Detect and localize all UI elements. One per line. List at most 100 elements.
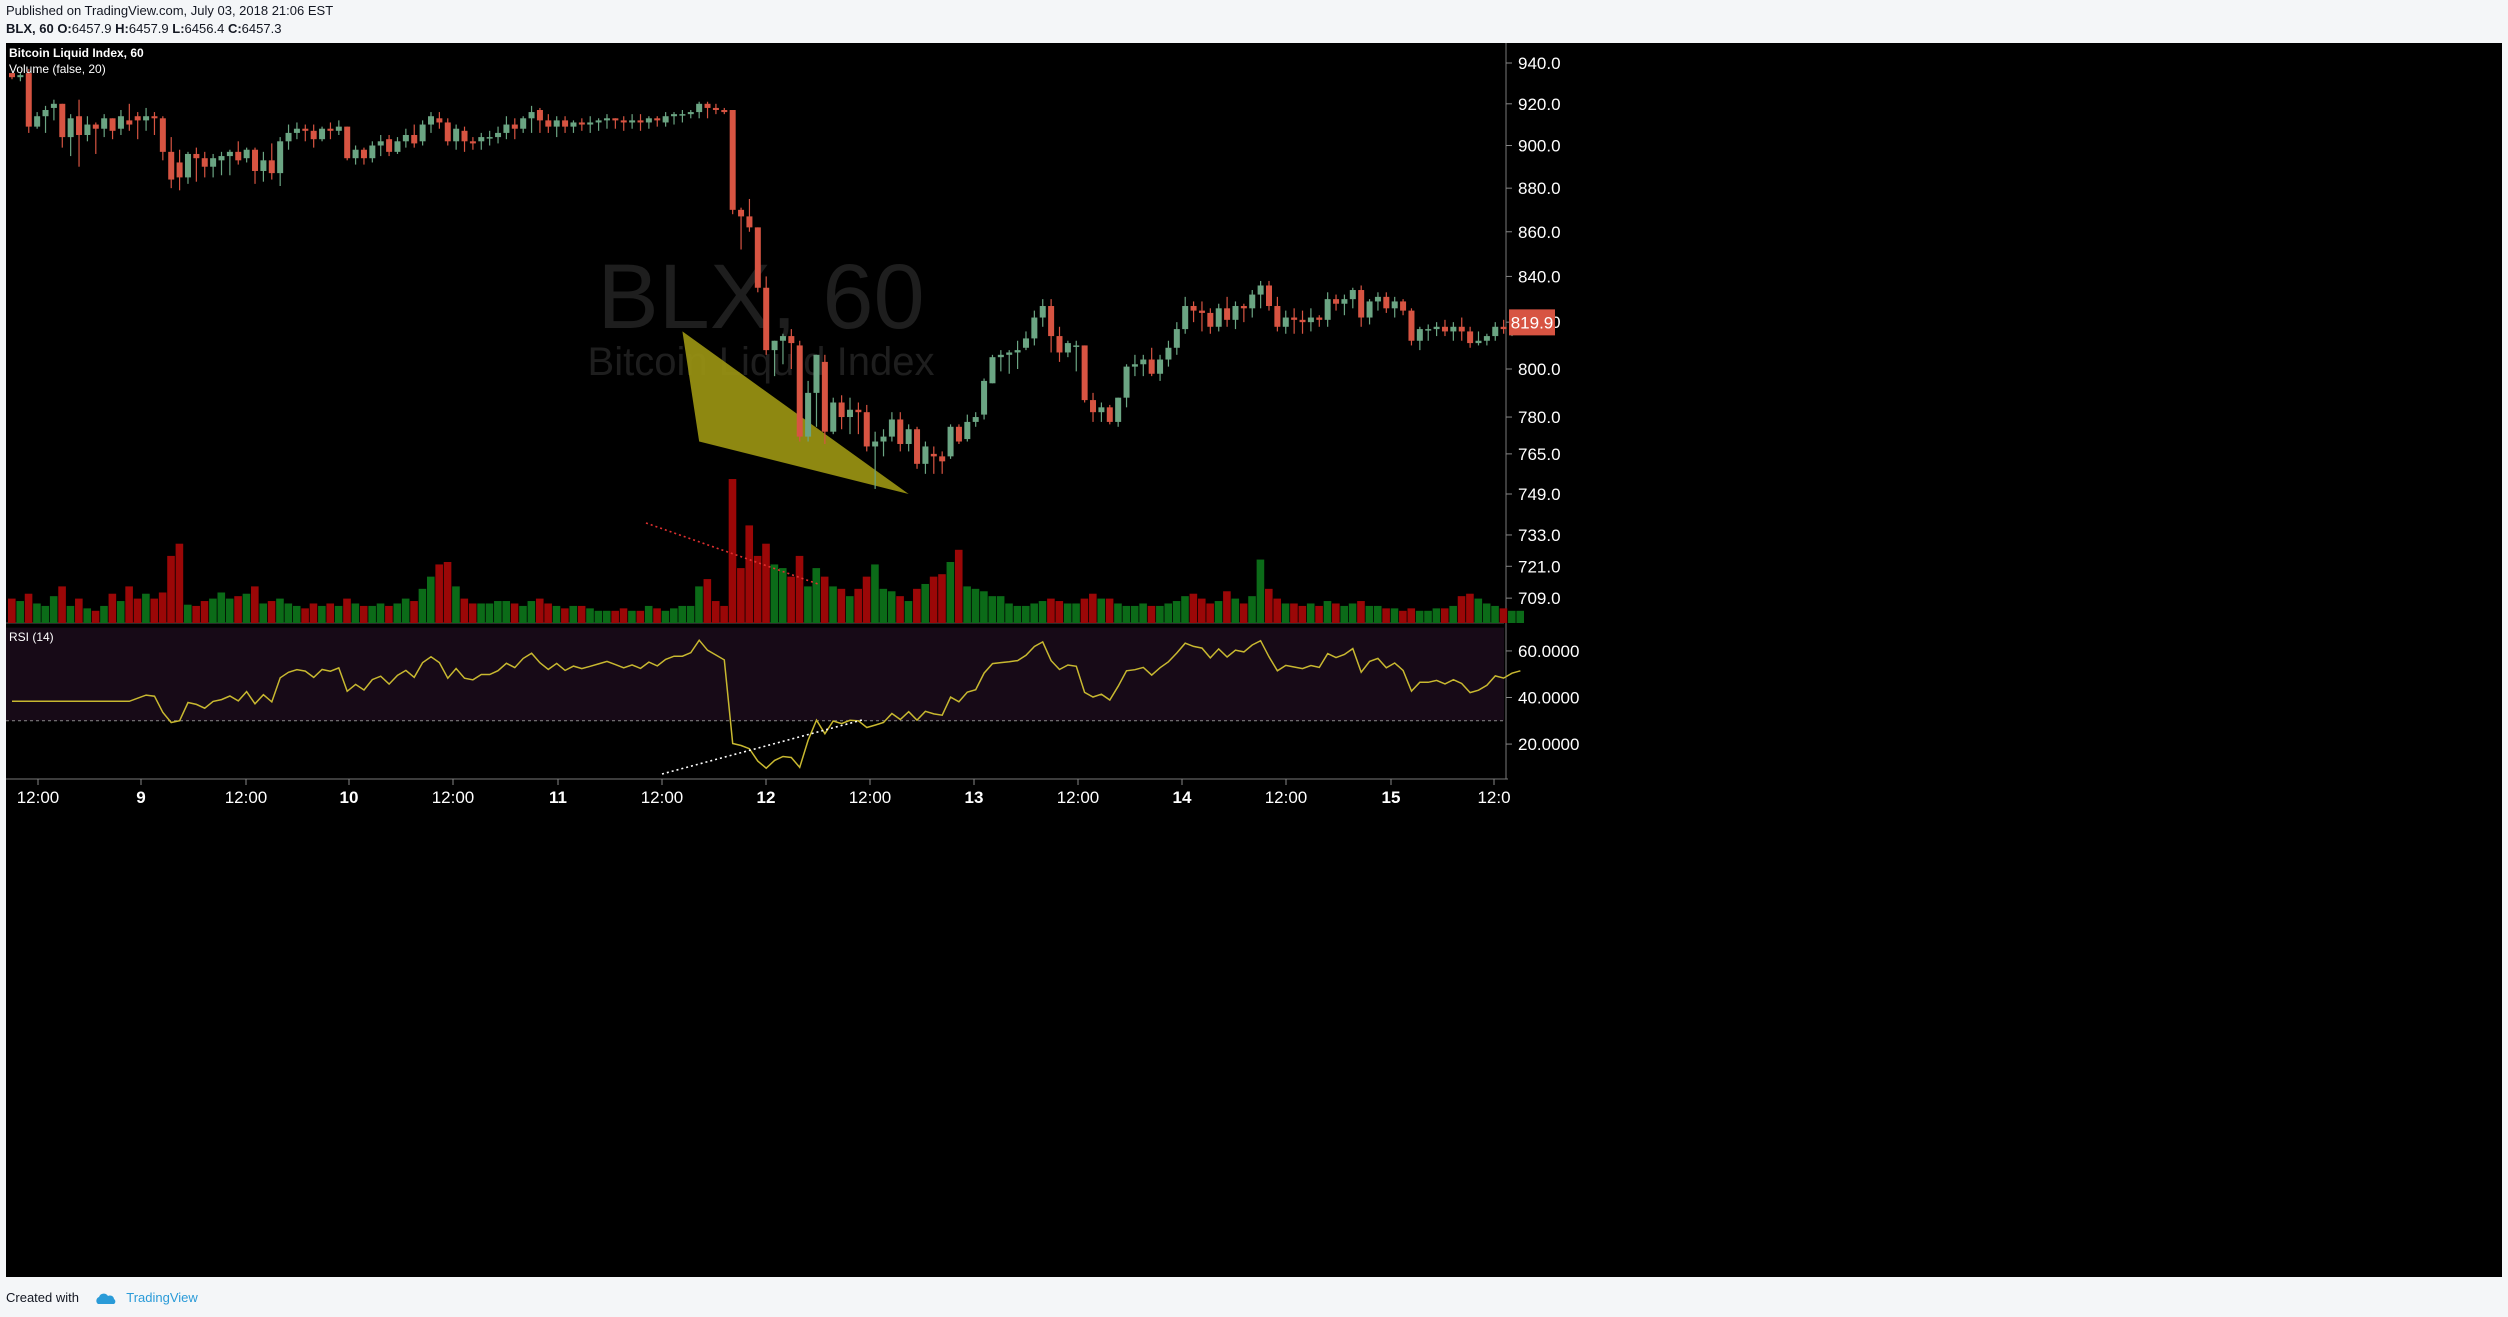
falling-wedge — [682, 331, 909, 494]
volume-bar — [209, 598, 217, 623]
volume-bar — [1223, 591, 1231, 623]
candle-body — [989, 357, 996, 384]
candle-body — [847, 409, 853, 418]
price-tick-label: 860.0 — [1518, 223, 1561, 242]
volume-bar — [1021, 605, 1030, 623]
volume-bar — [1424, 610, 1432, 623]
volume-bar — [343, 598, 351, 623]
candle-body — [210, 158, 217, 167]
volume-trendline — [645, 522, 819, 585]
volume-bar — [1415, 610, 1424, 623]
volume-bar — [1482, 603, 1491, 623]
candle-body — [796, 345, 803, 437]
time-tick-label: 12:00 — [225, 788, 268, 807]
candle-body — [84, 124, 91, 135]
volume-bar — [259, 603, 267, 623]
volume-bar — [1440, 608, 1449, 623]
price-tick-label: 880.0 — [1518, 179, 1561, 198]
candle-body — [754, 227, 761, 288]
candle-body — [1282, 317, 1289, 327]
volume-bar — [988, 596, 997, 623]
time-tick-label: 12:00 — [641, 788, 684, 807]
last-price-badge — [1509, 309, 1555, 336]
candle-body — [1165, 347, 1172, 360]
candle-body — [520, 118, 527, 129]
volume-bar — [468, 603, 477, 623]
rsi-tick-label: 40.0000 — [1518, 689, 1579, 708]
time-tick-label: 12:00 — [1057, 788, 1100, 807]
volume-bar — [427, 576, 435, 623]
volume-bar — [703, 579, 712, 623]
tradingview-brand-link[interactable]: TradingView — [126, 1290, 198, 1305]
volume-bar — [1013, 605, 1022, 623]
time-tick-label: 12:0 — [1477, 788, 1510, 807]
candle-body — [1299, 319, 1306, 323]
candle-body — [955, 426, 962, 442]
candle-body — [1022, 338, 1029, 348]
footer: Created with TradingView — [6, 1290, 198, 1305]
time-tick-label: 12:00 — [432, 788, 475, 807]
volume-bar — [251, 586, 259, 623]
candle-body — [394, 141, 401, 152]
candle-body — [511, 124, 518, 129]
candle-body — [1500, 326, 1507, 330]
candle-body — [34, 116, 41, 127]
candle-body — [1198, 310, 1205, 313]
volume-bar — [1491, 605, 1499, 623]
candle-body — [92, 124, 99, 129]
volume-bar — [611, 610, 619, 623]
candle-body — [712, 107, 719, 111]
candle-body — [595, 120, 602, 123]
candle-body — [1148, 359, 1155, 374]
volume-bar — [1105, 598, 1114, 623]
price-tick-label: 940.0 — [1518, 54, 1561, 73]
candle-body — [235, 151, 242, 161]
candle-body — [478, 137, 485, 142]
volume-bar — [720, 605, 728, 623]
volume-bar — [83, 608, 92, 623]
candle-body — [1400, 301, 1407, 311]
candle-body — [109, 118, 116, 131]
volume-bar — [678, 605, 686, 623]
candle-body — [1467, 331, 1474, 344]
volume-bar — [1508, 610, 1516, 623]
rsi-band — [6, 627, 1504, 721]
volume-bar — [24, 593, 33, 623]
candle-body — [67, 118, 74, 138]
time-tick-label: 12:00 — [849, 788, 892, 807]
candle-body — [444, 122, 451, 142]
volume-bar — [1130, 605, 1139, 623]
price-tick-label: 780.0 — [1518, 408, 1561, 427]
candle-body — [972, 417, 979, 422]
candle-body — [1215, 308, 1222, 327]
volume-bar — [1156, 605, 1164, 623]
volume-bar — [686, 605, 695, 623]
ohlc-close-value: 6457.3 — [241, 21, 282, 36]
candle-body — [143, 116, 150, 121]
candle-body — [696, 103, 703, 113]
price-tick-label: 900.0 — [1518, 137, 1561, 156]
candle-body — [344, 126, 351, 159]
volume-bar — [276, 598, 284, 623]
volume-bar — [494, 601, 502, 623]
candle-body — [17, 75, 24, 78]
candle-body — [830, 402, 837, 432]
candle-body — [1073, 345, 1080, 347]
volume-bar — [1457, 596, 1466, 623]
time-tick-label: 11 — [549, 788, 567, 807]
volume-bar — [1122, 605, 1131, 623]
candle-body — [1240, 306, 1247, 309]
candle-body — [1182, 306, 1189, 330]
candle-body — [1374, 296, 1381, 302]
time-tick-label: 10 — [340, 788, 359, 807]
time-tick-label: 13 — [965, 788, 984, 807]
volume-bar — [8, 598, 16, 623]
volume-bar — [1348, 603, 1357, 623]
watermark-symbol: BLX, 60 — [597, 246, 924, 348]
chart-area[interactable]: BLX, 60 Bitcoin Liquid Index 940.0 920.0 90… — [6, 43, 2502, 1277]
candle-body — [352, 149, 359, 159]
candle-body — [252, 149, 259, 171]
candle-body — [285, 132, 292, 142]
candle-body — [176, 162, 183, 178]
